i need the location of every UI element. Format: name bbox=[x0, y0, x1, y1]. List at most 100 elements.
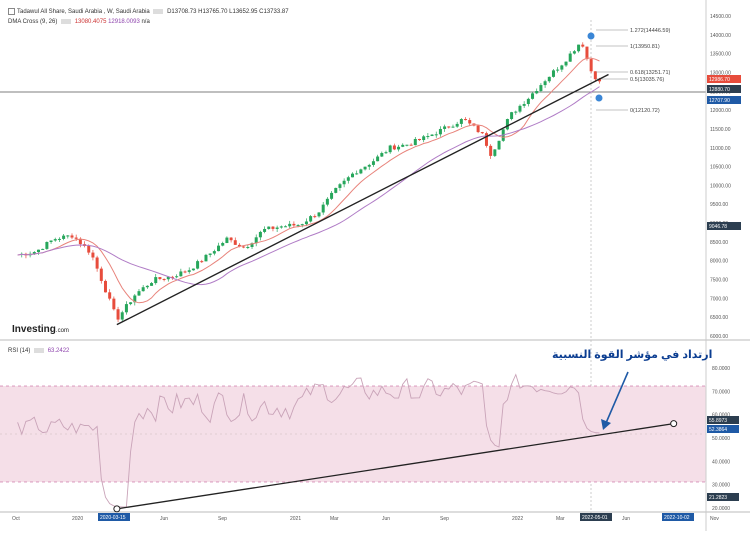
candle-body bbox=[539, 85, 543, 92]
candle-body bbox=[522, 104, 526, 106]
candle-body bbox=[484, 133, 488, 146]
fib-anchor-icon-top bbox=[587, 32, 595, 40]
candle-body bbox=[225, 237, 229, 244]
candle-body bbox=[292, 223, 296, 226]
time-tick-label: Mar bbox=[556, 516, 565, 522]
moving-averages bbox=[17, 57, 600, 304]
rsi-settings-swatch[interactable] bbox=[34, 348, 45, 353]
indicator-settings-swatch[interactable] bbox=[61, 19, 72, 24]
rsi-badge bbox=[707, 425, 739, 433]
candle-body bbox=[426, 136, 430, 138]
time-tick-label: Jun bbox=[382, 516, 390, 522]
candle-body bbox=[581, 44, 585, 47]
rsi-header: RSI (14) 63.2422 bbox=[8, 348, 69, 354]
candle-body bbox=[338, 184, 342, 188]
candle-body bbox=[598, 79, 602, 82]
candle-body bbox=[175, 276, 179, 278]
rsi-badge bbox=[707, 493, 739, 501]
candle-body bbox=[409, 144, 413, 146]
candle-body bbox=[468, 120, 472, 124]
candle-body bbox=[560, 65, 564, 70]
candle-body bbox=[254, 237, 258, 244]
candle-body bbox=[196, 261, 200, 269]
candle-body bbox=[359, 169, 363, 174]
candle-body bbox=[204, 254, 208, 262]
candle-body bbox=[124, 304, 128, 313]
candle-body bbox=[380, 153, 384, 157]
rsi-tick-label: 20.0000 bbox=[712, 506, 730, 512]
candle-body bbox=[288, 223, 292, 227]
candle-body bbox=[187, 270, 191, 272]
fib-level-label: 0.5(13035.76) bbox=[630, 77, 664, 83]
candle-body bbox=[170, 276, 174, 278]
candle-body bbox=[112, 298, 116, 310]
price-tick-label: 7500.00 bbox=[710, 278, 728, 284]
annotation-arrowhead bbox=[601, 419, 611, 430]
candle-body bbox=[91, 252, 95, 258]
candle-body bbox=[237, 244, 241, 247]
price-tick-label: 14000.00 bbox=[710, 33, 731, 39]
candle-body bbox=[129, 302, 133, 305]
fib-level-label: 1(13950.81) bbox=[630, 44, 660, 50]
candle-body bbox=[191, 268, 195, 271]
candle-body bbox=[476, 125, 480, 133]
candle-body bbox=[95, 257, 99, 269]
price-tick-label: 10000.00 bbox=[710, 183, 731, 189]
candle-body bbox=[572, 51, 576, 54]
candle-body bbox=[321, 204, 325, 213]
candle-body bbox=[514, 111, 518, 113]
candle-body bbox=[74, 237, 78, 239]
price-badge-label: 12986.70 bbox=[709, 77, 730, 83]
candle-body bbox=[66, 235, 70, 237]
candle-body bbox=[179, 271, 183, 277]
fib-level-label: 0.618(13251.71) bbox=[630, 70, 671, 76]
candle-body bbox=[518, 105, 522, 112]
ma-9-line bbox=[17, 57, 600, 304]
rsi-rebound-annotation: ارتداد في مؤشر القوة النسبية bbox=[552, 349, 713, 361]
candle-body bbox=[212, 251, 216, 254]
candle-body bbox=[141, 287, 145, 292]
candle-body bbox=[593, 71, 597, 80]
candle-body bbox=[556, 69, 560, 71]
time-tick-label: Oct bbox=[12, 516, 20, 522]
collapse-icon[interactable] bbox=[8, 8, 15, 15]
time-tick-label: Nov bbox=[710, 516, 719, 522]
candle-body bbox=[217, 245, 221, 252]
candle-body bbox=[208, 253, 212, 255]
price-tick-label: 7000.00 bbox=[710, 296, 728, 302]
candle-body bbox=[388, 145, 392, 153]
candle-body bbox=[258, 231, 262, 238]
candle-body bbox=[300, 224, 304, 226]
price-tick-label: 13000.00 bbox=[710, 70, 731, 76]
candle-body bbox=[405, 144, 409, 146]
candle-body bbox=[330, 192, 334, 199]
rsi-label: RSI (14) bbox=[8, 348, 31, 355]
settings-swatch[interactable] bbox=[153, 9, 164, 14]
candle-body bbox=[510, 112, 514, 120]
candle-body bbox=[133, 295, 137, 303]
time-tick-label: Sep bbox=[218, 516, 227, 522]
chart-title: Tadawul All Share, Saudi Arabia , W, Sau… bbox=[17, 9, 150, 16]
price-tick-label: 14500.00 bbox=[710, 14, 731, 20]
rsi-line-group bbox=[17, 373, 678, 513]
candle-body bbox=[422, 136, 426, 141]
candle-body bbox=[334, 187, 338, 193]
time-tick-label: 2020 bbox=[72, 516, 83, 522]
indicator-value-1: 13080.4075 bbox=[74, 19, 107, 26]
candle-body bbox=[267, 226, 271, 229]
candle-body bbox=[493, 149, 497, 156]
rsi-badge-label: 21.2823 bbox=[709, 495, 727, 501]
candle-body bbox=[275, 227, 279, 229]
candle-body bbox=[99, 268, 103, 281]
candle-body bbox=[78, 238, 82, 245]
price-tick-label: 6000.00 bbox=[710, 334, 728, 340]
time-badge-label: 2022-05-01 bbox=[582, 515, 608, 521]
candle-body bbox=[455, 123, 459, 127]
time-tick-label: Sep bbox=[440, 516, 449, 522]
candle-body bbox=[183, 271, 187, 273]
price-badge bbox=[707, 222, 741, 230]
time-tick-label: Mar bbox=[330, 516, 339, 522]
candle-body bbox=[535, 91, 539, 94]
rsi-tick-label: 70.0000 bbox=[712, 389, 730, 395]
